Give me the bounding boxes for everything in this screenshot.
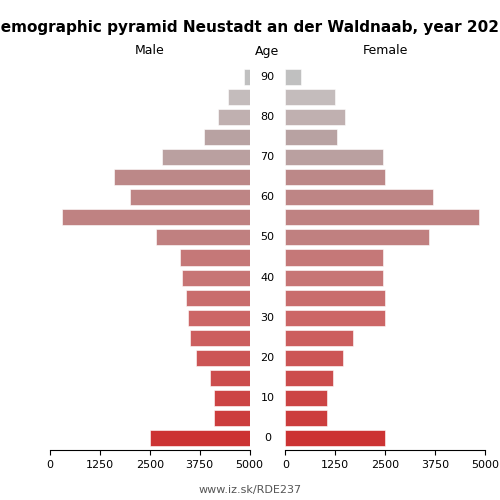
Bar [204, 129, 250, 145]
Bar [186, 290, 250, 306]
Bar [228, 89, 250, 105]
Bar [180, 250, 250, 266]
Bar [130, 190, 250, 206]
Text: 90: 90 [260, 72, 274, 82]
Bar [286, 170, 385, 186]
Bar [286, 89, 336, 105]
Bar [286, 210, 479, 226]
Text: 0: 0 [264, 433, 271, 443]
Bar [114, 170, 250, 186]
Bar [182, 270, 250, 285]
Bar [196, 350, 250, 366]
Bar [210, 370, 250, 386]
Bar [156, 230, 250, 246]
Bar [150, 430, 250, 446]
Text: 20: 20 [260, 353, 274, 363]
Bar [286, 350, 344, 366]
Bar [162, 149, 250, 166]
Bar [286, 190, 433, 206]
Text: 30: 30 [260, 312, 274, 322]
Text: www.iz.sk/RDE237: www.iz.sk/RDE237 [198, 485, 302, 495]
Bar [286, 370, 334, 386]
Text: Female: Female [362, 44, 408, 58]
Bar [286, 149, 383, 166]
Bar [188, 310, 250, 326]
Text: 10: 10 [260, 393, 274, 403]
Bar [218, 109, 250, 125]
Bar [190, 330, 250, 345]
Bar [286, 129, 338, 145]
Text: 50: 50 [260, 232, 274, 242]
Text: Age: Age [256, 44, 280, 58]
Bar [286, 290, 385, 306]
Bar [286, 270, 383, 285]
Text: demographic pyramid Neustadt an der Waldnaab, year 2022: demographic pyramid Neustadt an der Wald… [0, 20, 500, 35]
Bar [244, 69, 250, 85]
Text: Male: Male [135, 44, 164, 58]
Bar [214, 410, 250, 426]
Bar [286, 230, 429, 246]
Bar [62, 210, 250, 226]
Bar [286, 109, 346, 125]
Bar [286, 410, 328, 426]
Text: 80: 80 [260, 112, 274, 122]
Bar [286, 310, 385, 326]
Bar [286, 430, 385, 446]
Text: 70: 70 [260, 152, 274, 162]
Text: 40: 40 [260, 272, 274, 282]
Text: 60: 60 [260, 192, 274, 202]
Bar [286, 69, 302, 85]
Bar [286, 390, 328, 406]
Bar [214, 390, 250, 406]
Bar [286, 250, 383, 266]
Bar [286, 330, 354, 345]
